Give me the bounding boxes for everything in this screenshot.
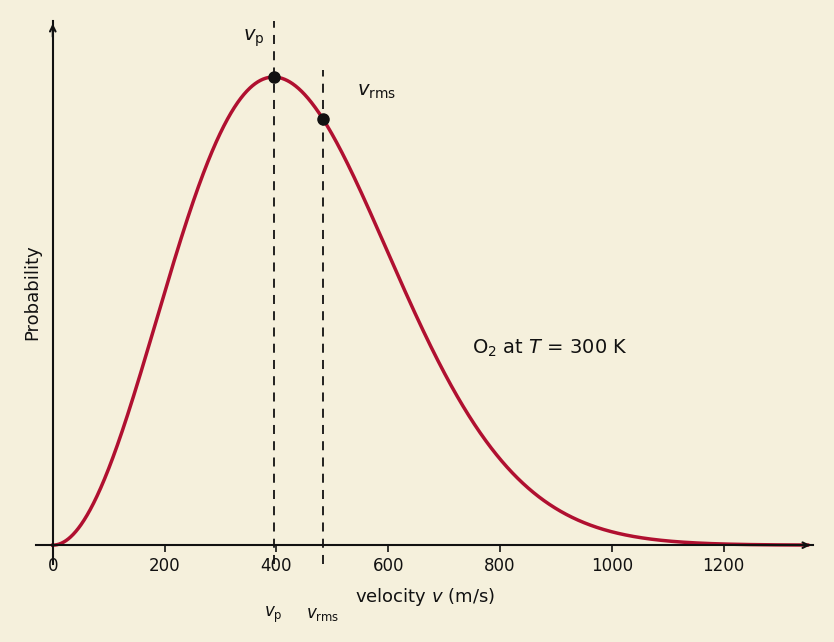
- Text: O$_2$ at $T$ = 300 K: O$_2$ at $T$ = 300 K: [472, 338, 628, 359]
- Y-axis label: Probability: Probability: [23, 245, 42, 340]
- Text: $v_\mathrm{p}$: $v_\mathrm{p}$: [244, 28, 264, 49]
- Text: $v_\mathrm{rms}$: $v_\mathrm{rms}$: [306, 605, 340, 623]
- X-axis label: velocity $v$ (m/s): velocity $v$ (m/s): [354, 586, 495, 608]
- Text: $v_\mathrm{p}$: $v_\mathrm{p}$: [264, 605, 283, 625]
- Text: $v_\mathrm{rms}$: $v_\mathrm{rms}$: [357, 82, 395, 101]
